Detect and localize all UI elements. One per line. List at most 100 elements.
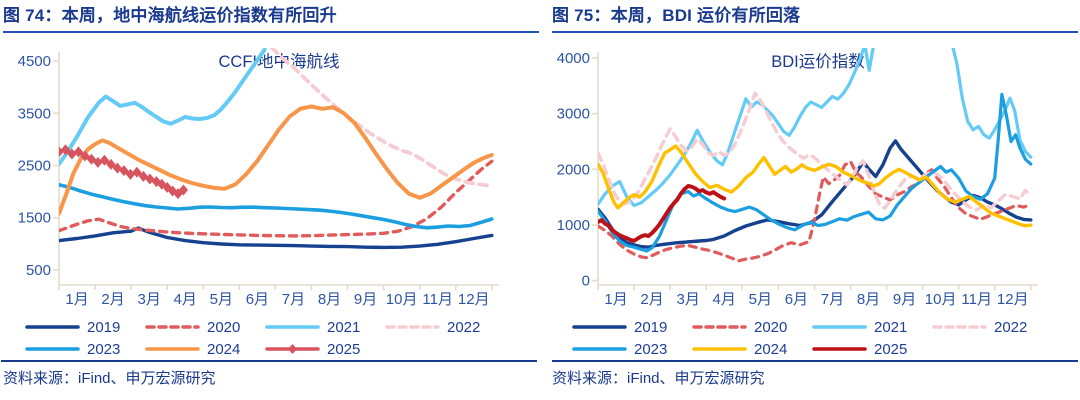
- legend-label-2022: 2022: [994, 318, 1028, 336]
- y-tick-label: 2000: [557, 161, 590, 178]
- legend-item-2021: 2021: [265, 320, 385, 335]
- y-tick-label: 2500: [18, 157, 51, 174]
- legend-swatch-2025: [265, 344, 320, 354]
- legend-label-2025: 2025: [327, 340, 361, 358]
- legend-label-2019: 2019: [87, 318, 121, 336]
- legend-swatch-2020: [692, 325, 747, 329]
- legend-label-2024: 2024: [754, 340, 788, 358]
- legend-item-2019: 2019: [572, 320, 692, 335]
- figure-74-divider: [1, 360, 537, 362]
- legend-swatch-2019: [25, 325, 80, 329]
- legend-label-2019: 2019: [634, 318, 668, 336]
- legend-swatch-2020: [145, 325, 200, 329]
- x-tick-label: 5月: [749, 291, 772, 308]
- legend-item-2025: 2025: [812, 342, 932, 357]
- x-tick-label: 4月: [713, 291, 736, 308]
- series-line-2022: [598, 91, 1033, 212]
- y-tick-label: 1000: [557, 217, 590, 234]
- x-tick-label: 5月: [210, 291, 233, 308]
- x-tick-label: 1月: [65, 291, 88, 308]
- ccfi-chart-area: 500 1500 2500 3500 4500 1月 2月 3月 4月 5月 6月 7月 8月 9月 10月…: [1, 40, 539, 316]
- bdi-index-chart: 0 1000 2000 3000 4000 1月 2月 3月 4月 5月 6月 7月 8月 9月 10月 11…: [557, 48, 1038, 308]
- figure-74: 图 74：本周，地中海航线运价指数有所回升 500 1500 2500 3500 450…: [1, 0, 539, 400]
- x-tick-label: 10月: [925, 291, 957, 308]
- legend-row: 2019 2020 2021 2022: [572, 316, 1078, 338]
- series-line-2020: [59, 159, 494, 238]
- legend-swatch-2019: [572, 325, 627, 329]
- ccfi-mediterranean-chart: 500 1500 2500 3500 4500 1月 2月 3月 4月 5月 6月 7月 8月 9月 10月…: [18, 48, 499, 308]
- legend-swatch-2025: [812, 347, 867, 351]
- x-tick-label: 2月: [640, 291, 663, 308]
- series-line-2019: [59, 226, 494, 250]
- x-tick-label: 10月: [386, 291, 418, 308]
- legend-label-2023: 2023: [634, 340, 668, 358]
- diamond-marker: [288, 344, 297, 354]
- legend-label-2025: 2025: [874, 340, 908, 358]
- x-tick-label: 11月: [961, 291, 992, 308]
- legend-swatch-2024: [145, 347, 200, 351]
- legend-item-2023: 2023: [25, 342, 145, 357]
- diamond-marker: [132, 166, 142, 178]
- legend-label-2023: 2023: [87, 340, 121, 358]
- figure-75-legend: 2019 2020 2021 2022 2023 2024 2025: [572, 316, 1078, 360]
- series-line-2019: [598, 139, 1033, 249]
- figure-74-heading: 图 74：本周，地中海航线运价指数有所回升: [3, 6, 539, 33]
- series-line-2024: [598, 144, 1033, 228]
- legend-item-2020: 2020: [145, 320, 265, 335]
- legend-item-2020: 2020: [692, 320, 812, 335]
- legend-row: 2023 2024 2025: [25, 338, 539, 360]
- y-tick-label: 1500: [18, 210, 51, 227]
- diamond-marker: [99, 154, 110, 166]
- x-tick-label: 6月: [785, 291, 808, 308]
- legend-label-2021: 2021: [874, 318, 908, 336]
- legend-swatch-2022: [932, 325, 987, 329]
- figure-75: 图 75：本周，BDI 运价有所回落 0 1000 2000 3000 4000 1月 2月…: [540, 0, 1078, 400]
- x-tick-label: 7月: [821, 291, 844, 308]
- legend-swatch-2021: [812, 325, 867, 329]
- figure-75-divider: [552, 360, 1078, 362]
- legend-swatch-2021: [265, 325, 320, 329]
- x-tick-label: 8月: [857, 291, 880, 308]
- legend-label-2021: 2021: [327, 318, 361, 336]
- x-tick-label: 1月: [604, 291, 627, 308]
- x-tick-label: 8月: [318, 291, 341, 308]
- x-tick-label: 11月: [422, 291, 453, 308]
- y-tick-label: 4500: [18, 53, 51, 70]
- legend-item-2022: 2022: [932, 320, 1052, 335]
- legend-row: 2023 2024 2025: [572, 338, 1078, 360]
- diamond-marker: [80, 150, 90, 162]
- legend-label-2020: 2020: [207, 318, 241, 336]
- legend-swatch-2022: [385, 325, 440, 329]
- series-line-2021: [59, 48, 267, 166]
- legend-label-2024: 2024: [207, 340, 241, 358]
- x-tick-label: 4月: [174, 291, 197, 308]
- figure-74-source: 资料来源：iFind、申万宏源研究: [3, 370, 216, 387]
- y-tick-label: 3000: [557, 106, 590, 123]
- legend-row: 2019 2020 2021 2022: [25, 316, 539, 338]
- x-tick-label: 9月: [893, 291, 916, 308]
- series-line-2024: [59, 104, 494, 216]
- diamond-marker: [67, 148, 77, 160]
- x-tick-label: 6月: [246, 291, 269, 308]
- legend-item-2021: 2021: [812, 320, 932, 335]
- diamond-marker: [59, 146, 64, 158]
- chart-title: BDI运价指数: [771, 52, 865, 71]
- figure-74-legend: 2019 2020 2021 2022 2023 2024 2025: [25, 316, 539, 360]
- y-tick-label: 4000: [557, 50, 590, 67]
- legend-swatch-2023: [572, 347, 627, 351]
- x-tick-label: 2月: [101, 291, 124, 308]
- series-line-2021: [598, 48, 1033, 207]
- x-tick-label: 3月: [137, 291, 160, 308]
- x-tick-label: 9月: [354, 291, 377, 308]
- legend-label-2020: 2020: [754, 318, 788, 336]
- diamond-marker: [73, 146, 84, 158]
- figure-75-heading: 图 75：本周，BDI 运价有所回落: [552, 6, 1078, 33]
- y-tick-label: 0: [582, 273, 590, 290]
- x-tick-label: 12月: [458, 291, 490, 308]
- bdi-chart-area: 0 1000 2000 3000 4000 1月 2月 3月 4月 5月 6月 7月 8月 9月 10月 11…: [540, 40, 1078, 316]
- legend-label-2022: 2022: [447, 318, 481, 336]
- legend-item-2022: 2022: [385, 320, 505, 335]
- figure-75-source: 资料来源：iFind、申万宏源研究: [552, 370, 765, 387]
- diamond-marker: [93, 156, 103, 168]
